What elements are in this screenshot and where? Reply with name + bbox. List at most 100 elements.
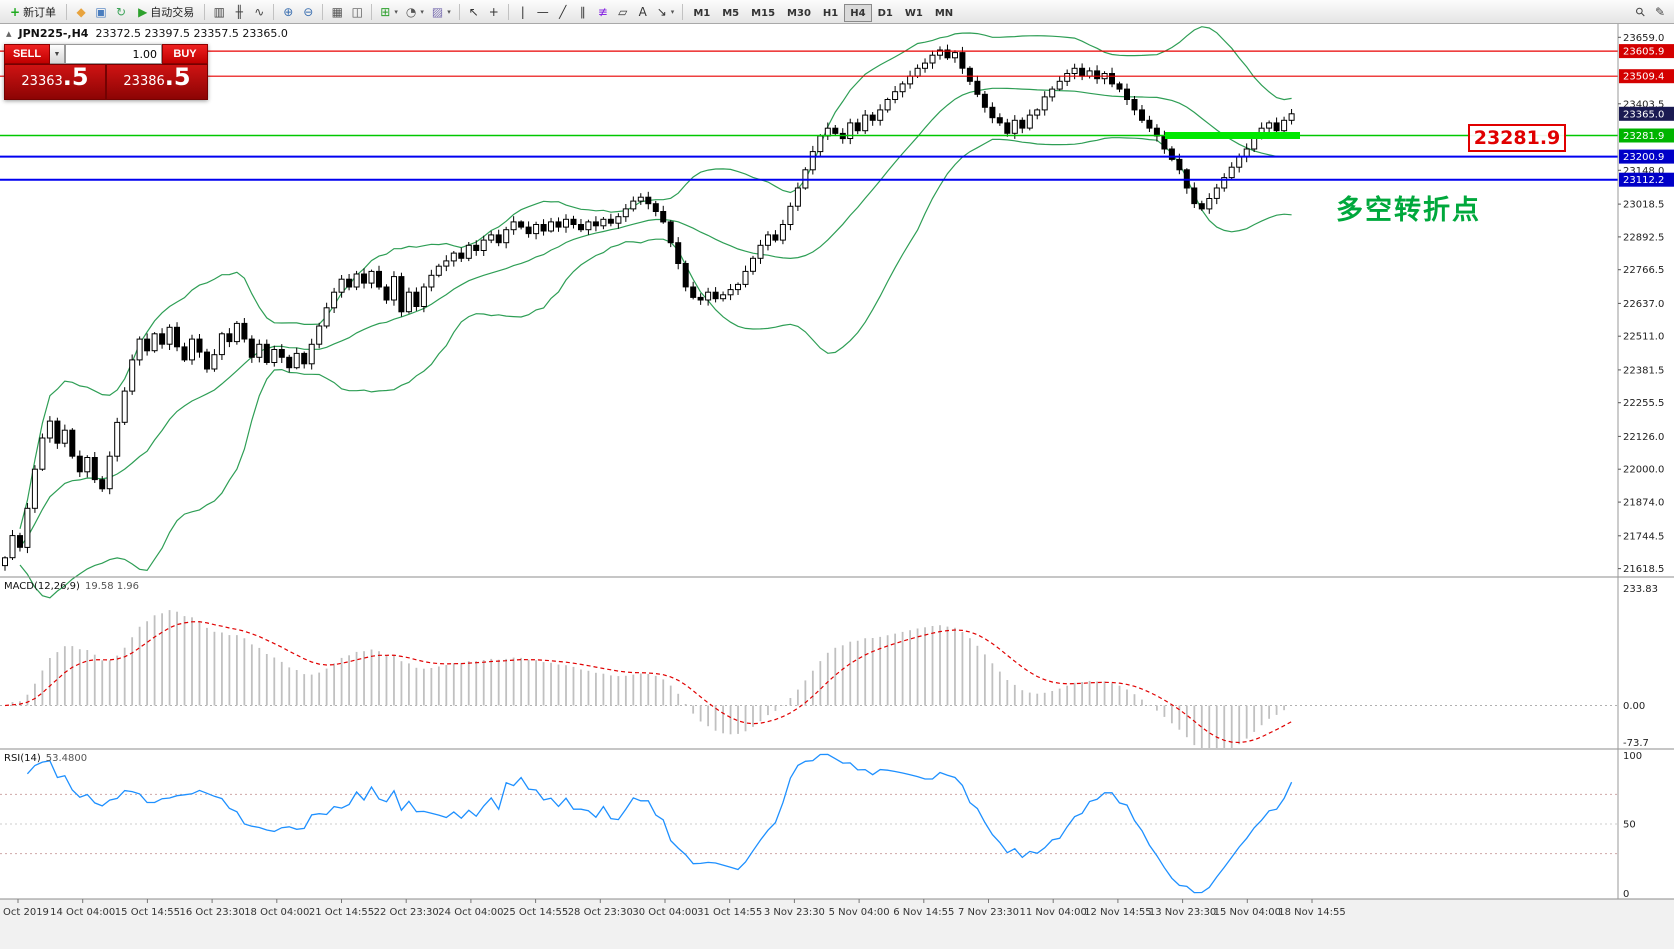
sell-button[interactable]: SELL — [4, 44, 50, 64]
macd-panel — [0, 610, 1618, 748]
new-order-button[interactable]: + 新订单 — [4, 2, 62, 22]
volume-input[interactable] — [65, 44, 162, 64]
toolbar-separator — [66, 3, 68, 20]
time-tick-label: 15 Oct 14:55 — [115, 907, 180, 918]
time-tick-label: 11 Nov 04:00 — [1019, 907, 1086, 918]
turning-point-annotation[interactable]: 多空转折点 — [1336, 195, 1481, 226]
zoom-out-button[interactable]: ⊖ — [298, 2, 318, 22]
chart-icon: ▴ — [6, 27, 12, 40]
time-tick-label: 22 Oct 23:30 — [374, 907, 439, 918]
buy-price-box[interactable]: 23386 .5 — [106, 64, 208, 100]
time-tick-label: 14 Oct 04:00 — [50, 907, 115, 918]
arrow-tools-button[interactable]: ↘ ▾ — [653, 2, 679, 22]
periods-button[interactable]: ◔ ▾ — [402, 2, 428, 22]
tab-timeframe-mn[interactable]: MN — [929, 4, 959, 22]
cursor-button[interactable]: ↖ — [464, 2, 484, 22]
zoom-out-icon: ⊖ — [303, 5, 314, 19]
tab-timeframe-m1[interactable]: M1 — [687, 4, 716, 22]
bar-chart-icon: ▥ — [213, 5, 225, 19]
price-tick-label: 23659.0 — [1623, 33, 1664, 44]
time-tick-label: 5 Nov 04:00 — [829, 907, 890, 918]
chevron-down-icon: ▾ — [394, 8, 398, 16]
macd-title: MACD(12,26,9) — [4, 581, 80, 592]
bar-chart-button[interactable]: ▥ — [209, 2, 229, 22]
cursor-icon: ↖ — [468, 5, 479, 19]
channel-button[interactable]: ∥ — [573, 2, 593, 22]
candlestick-chart-icon: ╫ — [235, 5, 243, 19]
tab-timeframe-m15[interactable]: M15 — [745, 4, 781, 22]
toolbar-separator — [458, 3, 460, 20]
search-icon: ⚲ — [1631, 3, 1649, 21]
price-chart-canvas[interactable]: 23659.0 23403.5 23148.0 23018.5 22892.5 22766… — [0, 24, 1674, 949]
autotrading-button[interactable]: ▶ 自动交易 — [132, 2, 200, 22]
price-tick-label: 22892.5 — [1623, 232, 1664, 243]
time-tick-label: 15 Nov 04:00 — [1214, 907, 1281, 918]
trendline-button[interactable]: ╱ — [553, 2, 573, 22]
horizontal-line-icon: — — [536, 5, 549, 19]
crosshair-button[interactable]: + — [484, 2, 504, 22]
horizontal-line-button[interactable]: — — [533, 2, 553, 22]
zoom-in-button[interactable]: ⊕ — [278, 2, 298, 22]
panel-separators[interactable] — [0, 24, 1674, 900]
indicators-icon: ⊞ — [380, 5, 391, 19]
time-tick-label: 31 Oct 14:55 — [697, 907, 762, 918]
chart-workspace: 23659.0 23403.5 23148.0 23018.5 22892.5 22766… — [0, 24, 1674, 949]
horizontal-level-lines[interactable] — [0, 50, 1618, 181]
toolbar-separator — [322, 3, 324, 20]
line-chart-icon: ∿ — [254, 5, 265, 19]
plus-icon: + — [10, 4, 21, 19]
tab-timeframe-d1[interactable]: D1 — [872, 4, 899, 22]
price-badge-label: 23281.9 — [1623, 131, 1664, 142]
zoom-in-icon: ⊕ — [283, 5, 294, 19]
text-button[interactable]: A — [633, 2, 653, 22]
shapes-button[interactable]: ▱ — [613, 2, 633, 22]
candlestick-chart-button[interactable]: ╫ — [229, 2, 249, 22]
time-tick-label: 7 Nov 23:30 — [958, 907, 1019, 918]
toolbar-separator — [273, 3, 275, 20]
price-badge — [1619, 149, 1674, 164]
price-tick-label: 21874.0 — [1623, 498, 1664, 509]
line-chart-button[interactable]: ∿ — [249, 2, 269, 22]
time-axis-background — [0, 899, 1674, 949]
volume-dropdown[interactable]: ▼ — [50, 44, 65, 64]
tab-timeframe-h1[interactable]: H1 — [817, 4, 844, 22]
candles-group — [2, 44, 1295, 571]
tab-timeframe-w1[interactable]: W1 — [899, 4, 929, 22]
compose-button[interactable]: ✎ — [1650, 2, 1670, 22]
navigator-button[interactable]: ↻ — [111, 2, 131, 22]
data-window-button[interactable]: ▣ — [91, 2, 111, 22]
fibonacci-icon: ≢ — [597, 5, 608, 19]
market-watch-button[interactable]: ◆ — [71, 2, 91, 22]
price-tick-label: 22255.5 — [1623, 398, 1664, 409]
price-badge — [1619, 128, 1674, 143]
sell-price-box[interactable]: 23363 .5 — [4, 64, 106, 100]
tile-windows-button[interactable]: ◫ — [347, 2, 367, 22]
tab-timeframe-m30[interactable]: M30 — [781, 4, 817, 22]
buy-price-main: 23386 — [123, 74, 165, 89]
time-tick-label: 24 Oct 04:00 — [438, 907, 503, 918]
grid-button[interactable]: ▦ — [327, 2, 347, 22]
vertical-line-button[interactable]: | — [513, 2, 533, 22]
price-callout-label[interactable]: 23281.9 — [1468, 124, 1566, 152]
bollinger-bands — [19, 26, 1292, 599]
search-button[interactable]: ⚲ — [1630, 2, 1650, 22]
fibonacci-button[interactable]: ≢ — [593, 2, 613, 22]
tab-timeframe-h4[interactable]: H4 — [844, 4, 872, 23]
indicators-button[interactable]: ⊞ ▾ — [376, 2, 402, 22]
rsi-axis-label: 100 — [1623, 751, 1642, 762]
main-toolbar: + 新订单 ◆ ▣ ↻ ▶ 自动交易 ▥ ╫ ∿ ⊕ ⊖ ▦ ◫ ⊞ ▾ ◔ ▾ ▨ ▾ ↖ + | — ╱… — [0, 0, 1674, 24]
market-watch-icon: ◆ — [76, 5, 86, 19]
rsi-panel — [0, 753, 1618, 894]
buy-button[interactable]: BUY — [162, 44, 208, 64]
templates-button[interactable]: ▨ ▾ — [428, 2, 455, 22]
price-tick-label: 23403.5 — [1623, 99, 1664, 110]
time-tick-label: 12 Nov 14:55 — [1084, 907, 1151, 918]
price-badge-label: 23112.2 — [1623, 175, 1664, 186]
price-scale[interactable]: 23659.0 23403.5 23148.0 23018.5 22892.5 22766… — [1618, 33, 1674, 900]
buy-price-frac: .5 — [164, 63, 191, 91]
tab-timeframe-m5[interactable]: M5 — [716, 4, 745, 22]
price-tick-label: 22126.0 — [1623, 432, 1664, 443]
channel-icon: ∥ — [579, 5, 586, 19]
price-tick-label: 22000.0 — [1623, 465, 1664, 476]
